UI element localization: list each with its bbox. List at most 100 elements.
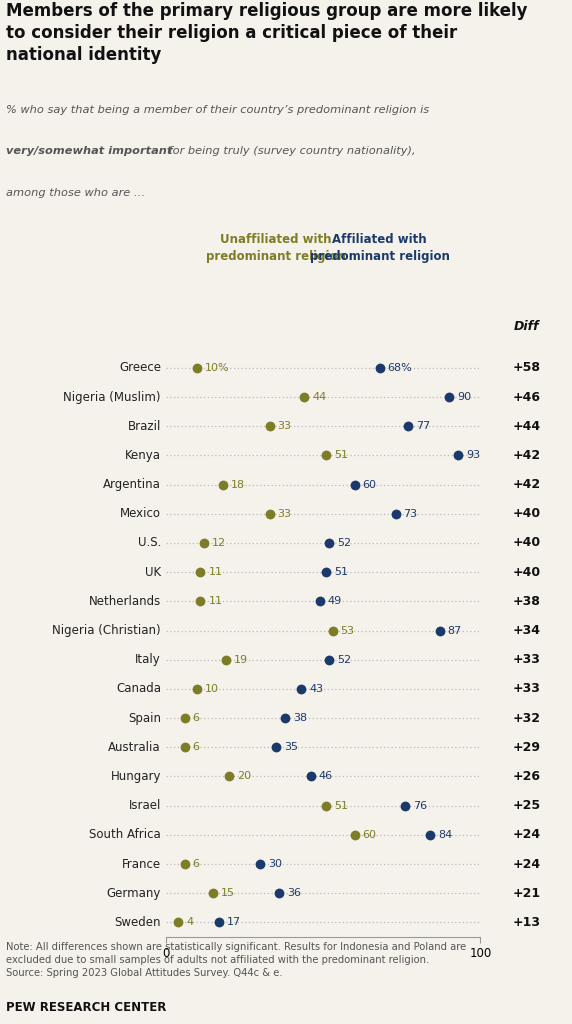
Point bbox=[275, 885, 284, 901]
Point bbox=[272, 739, 281, 756]
Point bbox=[321, 564, 331, 581]
Text: 15: 15 bbox=[221, 888, 235, 898]
Text: 33: 33 bbox=[277, 509, 292, 519]
Point bbox=[306, 768, 315, 784]
Text: +40: +40 bbox=[512, 565, 541, 579]
Text: 10%: 10% bbox=[205, 362, 230, 373]
Text: for being truly (survey country nationality),: for being truly (survey country national… bbox=[165, 146, 416, 156]
Point bbox=[404, 418, 413, 434]
Point bbox=[180, 710, 189, 726]
Text: +58: +58 bbox=[513, 361, 540, 375]
Text: 52: 52 bbox=[337, 538, 351, 548]
Point bbox=[454, 447, 463, 464]
Point bbox=[350, 476, 359, 493]
Text: Unaffiliated with
predominant religion: Unaffiliated with predominant religion bbox=[206, 233, 346, 263]
Text: Affiliated with
predominant religion: Affiliated with predominant religion bbox=[310, 233, 450, 263]
Text: 38: 38 bbox=[293, 713, 307, 723]
Text: Diff: Diff bbox=[514, 321, 539, 333]
Text: Nigeria (Christian): Nigeria (Christian) bbox=[52, 624, 161, 637]
Text: +33: +33 bbox=[513, 682, 540, 695]
Text: Note: All differences shown are statistically significant. Results for Indonesia: Note: All differences shown are statisti… bbox=[6, 942, 466, 978]
Point bbox=[193, 681, 202, 697]
Point bbox=[180, 739, 189, 756]
Text: South Africa: South Africa bbox=[89, 828, 161, 842]
Text: Netherlands: Netherlands bbox=[89, 595, 161, 608]
Point bbox=[325, 651, 334, 668]
Text: +42: +42 bbox=[512, 478, 541, 492]
Text: 18: 18 bbox=[231, 479, 244, 489]
Text: Israel: Israel bbox=[129, 799, 161, 812]
Text: 6: 6 bbox=[193, 742, 200, 753]
Point bbox=[215, 914, 224, 931]
Point bbox=[444, 389, 454, 406]
Text: 87: 87 bbox=[447, 626, 462, 636]
Text: +26: +26 bbox=[513, 770, 540, 783]
Text: Sweden: Sweden bbox=[114, 915, 161, 929]
Text: +29: +29 bbox=[513, 740, 540, 754]
Text: +13: +13 bbox=[513, 915, 540, 929]
Text: +46: +46 bbox=[513, 390, 540, 403]
Point bbox=[375, 359, 384, 376]
Point bbox=[328, 623, 337, 639]
Text: +32: +32 bbox=[513, 712, 540, 725]
Point bbox=[300, 389, 309, 406]
Text: 90: 90 bbox=[457, 392, 471, 402]
Text: Mexico: Mexico bbox=[120, 507, 161, 520]
Text: Spain: Spain bbox=[128, 712, 161, 725]
Text: 11: 11 bbox=[208, 596, 223, 606]
Text: U.S.: U.S. bbox=[137, 537, 161, 550]
Text: UK: UK bbox=[145, 565, 161, 579]
Text: among those who are …: among those who are … bbox=[6, 187, 145, 198]
Text: 53: 53 bbox=[340, 626, 355, 636]
Point bbox=[221, 651, 230, 668]
Point bbox=[196, 593, 205, 609]
Text: 51: 51 bbox=[334, 451, 348, 461]
Text: Australia: Australia bbox=[108, 740, 161, 754]
Text: 77: 77 bbox=[416, 421, 430, 431]
Point bbox=[218, 476, 227, 493]
Text: Kenya: Kenya bbox=[125, 449, 161, 462]
Point bbox=[316, 593, 325, 609]
Text: Canada: Canada bbox=[116, 682, 161, 695]
Text: very/somewhat important: very/somewhat important bbox=[6, 146, 172, 156]
Text: 17: 17 bbox=[227, 918, 241, 928]
Text: +34: +34 bbox=[513, 624, 540, 637]
Text: 35: 35 bbox=[284, 742, 298, 753]
Point bbox=[435, 623, 444, 639]
Text: 30: 30 bbox=[268, 859, 282, 869]
Point bbox=[180, 856, 189, 872]
Text: % who say that being a member of their country’s predominant religion is: % who say that being a member of their c… bbox=[6, 105, 429, 116]
Point bbox=[391, 506, 400, 522]
Text: 36: 36 bbox=[287, 888, 301, 898]
Text: +44: +44 bbox=[512, 420, 541, 433]
Text: 6: 6 bbox=[193, 859, 200, 869]
Point bbox=[256, 856, 265, 872]
Text: PEW RESEARCH CENTER: PEW RESEARCH CENTER bbox=[6, 1001, 166, 1014]
Text: 52: 52 bbox=[337, 654, 351, 665]
Text: 76: 76 bbox=[413, 801, 427, 811]
Text: Italy: Italy bbox=[135, 653, 161, 667]
Text: +40: +40 bbox=[512, 537, 541, 550]
Point bbox=[350, 826, 359, 843]
Point bbox=[321, 798, 331, 814]
Text: +40: +40 bbox=[512, 507, 541, 520]
Text: +38: +38 bbox=[513, 595, 540, 608]
Text: 10: 10 bbox=[205, 684, 219, 694]
Text: +24: +24 bbox=[512, 857, 541, 870]
Text: 6: 6 bbox=[193, 713, 200, 723]
Text: 43: 43 bbox=[309, 684, 323, 694]
Text: Nigeria (Muslim): Nigeria (Muslim) bbox=[63, 390, 161, 403]
Text: +21: +21 bbox=[512, 887, 541, 900]
Text: 4: 4 bbox=[186, 918, 193, 928]
Text: 44: 44 bbox=[312, 392, 327, 402]
Point bbox=[297, 681, 306, 697]
Point bbox=[400, 798, 410, 814]
Text: 60: 60 bbox=[363, 829, 376, 840]
Text: 68%: 68% bbox=[388, 362, 412, 373]
Point bbox=[321, 447, 331, 464]
Text: 20: 20 bbox=[237, 771, 251, 781]
Text: 51: 51 bbox=[334, 801, 348, 811]
Point bbox=[265, 418, 275, 434]
Text: Members of the primary religious group are more likely
to consider their religio: Members of the primary religious group a… bbox=[6, 2, 527, 65]
Text: Argentina: Argentina bbox=[103, 478, 161, 492]
